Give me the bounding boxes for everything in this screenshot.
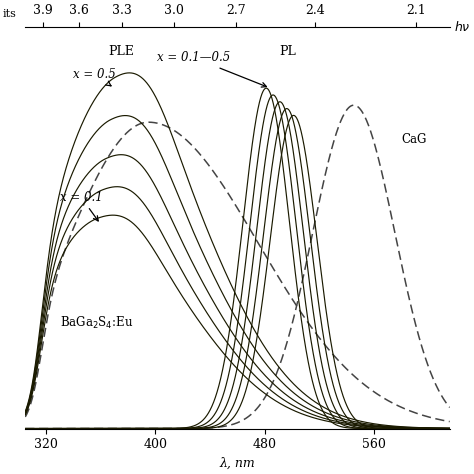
Text: PLE: PLE (108, 45, 134, 57)
Text: CaG: CaG (401, 133, 427, 146)
Text: $h\nu$: $h\nu$ (454, 20, 470, 34)
Text: x = 0.1—0.5: x = 0.1—0.5 (157, 51, 266, 87)
Text: BaGa$_2$S$_4$:Eu: BaGa$_2$S$_4$:Eu (60, 314, 133, 330)
Text: its: its (3, 9, 17, 19)
X-axis label: λ, nm: λ, nm (219, 457, 255, 470)
Text: x = 0.5: x = 0.5 (73, 68, 116, 86)
Text: PL: PL (280, 45, 296, 57)
Text: x = 0.1: x = 0.1 (60, 191, 102, 221)
